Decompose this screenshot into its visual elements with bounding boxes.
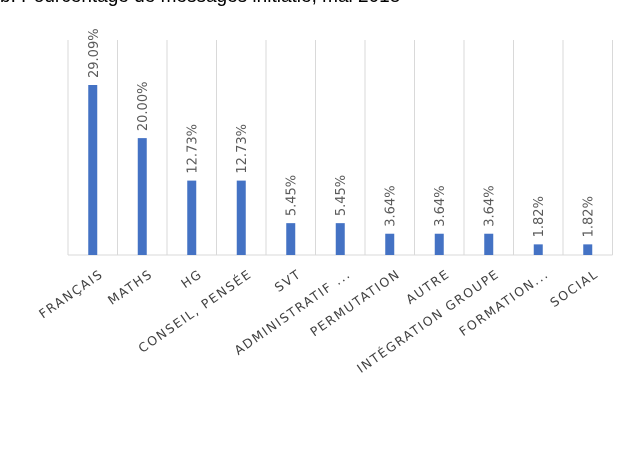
bar	[583, 244, 593, 255]
category-label: MATHS	[105, 266, 156, 308]
bar	[187, 180, 197, 255]
bar	[484, 233, 494, 255]
data-label: 5.45%	[285, 175, 300, 216]
data-label: 5.45%	[334, 175, 349, 216]
data-label: 3.64%	[384, 185, 399, 226]
category-label: SVT	[272, 266, 304, 295]
category-label: FRANÇAIS	[36, 266, 106, 321]
bar	[137, 138, 147, 255]
data-label: 1.82%	[582, 196, 597, 237]
data-label: 12.73%	[235, 124, 250, 174]
data-label: 1.82%	[532, 196, 547, 237]
data-label: 12.73%	[186, 124, 201, 174]
bar	[88, 85, 98, 255]
category-label: HG	[178, 266, 205, 291]
chart-title: b. Pourcentage de messages initiatie, ma…	[0, 0, 617, 8]
data-label: 29.09%	[87, 28, 102, 78]
category-label: FORMATION...	[456, 266, 551, 339]
value-label-layer: 29.09% 20.00% 12.73% 12.73% 5.45% 5.45% 3.64% 3…	[87, 28, 597, 237]
bar-layer	[88, 85, 593, 255]
data-label: 3.64%	[483, 185, 498, 226]
data-label: 3.64%	[433, 185, 448, 226]
category-label: SOCIAL	[547, 266, 601, 310]
bar	[533, 244, 543, 255]
bar	[385, 233, 395, 255]
bar	[434, 233, 444, 255]
grid-layer	[67, 40, 613, 256]
bar	[236, 180, 246, 255]
bar	[335, 223, 345, 255]
data-label: 20.00%	[136, 82, 151, 132]
category-label: PERMUTATION	[307, 266, 403, 339]
bar	[286, 223, 296, 255]
